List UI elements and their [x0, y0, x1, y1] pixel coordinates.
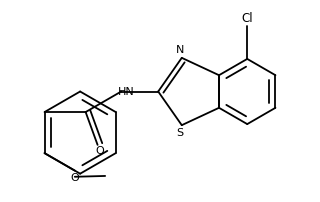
Text: S: S — [176, 127, 183, 138]
Text: HN: HN — [118, 86, 134, 97]
Text: O: O — [95, 146, 104, 156]
Text: O: O — [70, 173, 79, 183]
Text: N: N — [176, 45, 184, 55]
Text: Cl: Cl — [241, 12, 253, 25]
